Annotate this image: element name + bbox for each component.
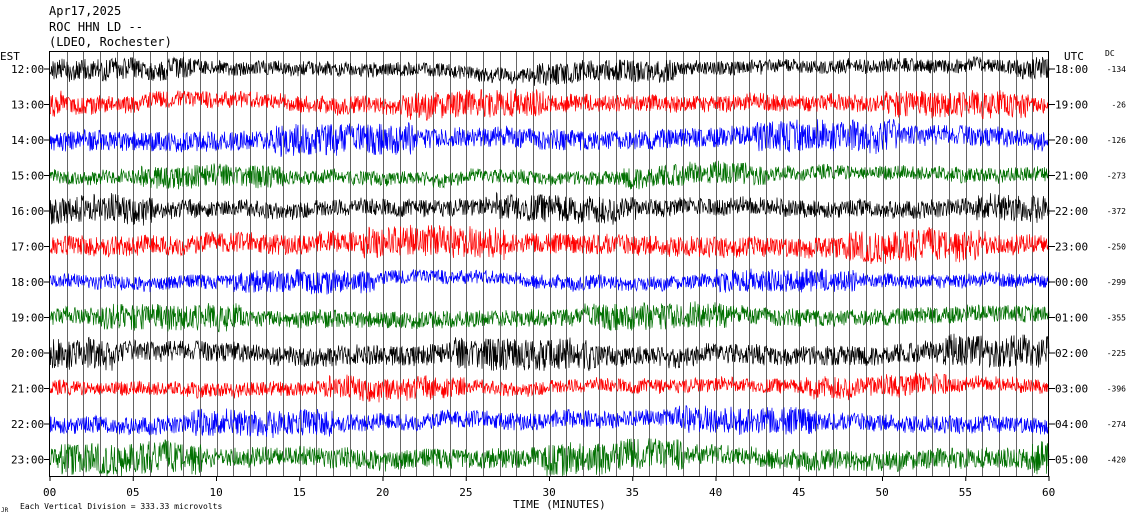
est-label-2000: 20:00: [11, 347, 44, 360]
dc-value-0: -134: [1107, 65, 1126, 74]
dc-value-11: -420: [1107, 456, 1126, 465]
x-tick-label-40: 40: [709, 486, 722, 499]
trace-row-2100: [49, 372, 1050, 403]
row-labels: 12:00 18:00 -134 13:00 19:00 -26 14:00 20:00 -12…: [11, 63, 1126, 467]
x-tick-label-10: 10: [210, 486, 223, 499]
est-label-1200: 12:00: [11, 63, 44, 76]
est-label-2300: 23:00: [11, 454, 44, 467]
est-label-1400: 14:00: [11, 134, 44, 147]
trace-row-2000: [49, 333, 1050, 372]
x-tick-label-50: 50: [876, 486, 889, 499]
x-axis-ticks: 00 05 10 15 20 25 30 35 40 45 50 55 60: [43, 476, 1055, 499]
vertical-division-footnote: Each Vertical Division = 333.33 microvol…: [20, 502, 222, 511]
x-axis-label: TIME (MINUTES): [513, 498, 606, 511]
trace-row-1400: [49, 119, 1050, 157]
utc-label-1900: 19:00: [1055, 99, 1088, 112]
left-timezone-label: EST: [0, 50, 20, 63]
x-tick-label-60: 60: [1042, 486, 1055, 499]
header-location: (LDEO, Rochester): [49, 35, 172, 49]
utc-label-0200: 02:00: [1055, 347, 1088, 360]
x-tick-label-35: 35: [626, 486, 639, 499]
trace-row-1800: [49, 268, 1050, 295]
dc-value-7: -355: [1107, 314, 1126, 323]
dc-value-1: -26: [1112, 101, 1127, 110]
utc-label-2000: 20:00: [1055, 134, 1088, 147]
dc-value-5: -250: [1107, 243, 1126, 252]
trace-row-1600: [49, 191, 1050, 226]
header-station: ROC HHN LD --: [49, 20, 143, 34]
corner-mark: JR: [1, 507, 9, 514]
trace-row-2200: [49, 405, 1050, 439]
utc-label-2300: 23:00: [1055, 241, 1088, 254]
seismogram-traces: [49, 56, 1050, 477]
trace-row-1500: [49, 160, 1050, 190]
dc-value-6: -299: [1107, 278, 1126, 287]
x-tick-label-05: 05: [126, 486, 139, 499]
utc-label-0500: 05:00: [1055, 454, 1088, 467]
x-tick-label-45: 45: [792, 486, 805, 499]
x-tick-label-55: 55: [959, 486, 972, 499]
trace-row-1900: [49, 301, 1050, 333]
dc-value-9: -396: [1107, 385, 1126, 394]
trace-row-1300: [49, 88, 1050, 121]
est-label-1800: 18:00: [11, 276, 44, 289]
x-tick-label-15: 15: [293, 486, 306, 499]
utc-label-0300: 03:00: [1055, 383, 1088, 396]
header-date: Apr17,2025: [49, 4, 122, 18]
minute-grid: [67, 52, 1033, 476]
est-label-1500: 15:00: [11, 170, 44, 183]
est-label-1300: 13:00: [11, 99, 44, 112]
est-label-1900: 19:00: [11, 312, 44, 325]
dc-value-10: -274: [1107, 420, 1126, 429]
dc-value-3: -273: [1107, 172, 1126, 181]
trace-row-1200: [49, 56, 1050, 86]
est-label-1700: 17:00: [11, 241, 44, 254]
x-tick-label-30: 30: [543, 486, 556, 499]
x-tick-label-20: 20: [376, 486, 389, 499]
utc-label-2100: 21:00: [1055, 170, 1088, 183]
trace-row-1700: [49, 224, 1050, 265]
trace-row-2300: [49, 438, 1050, 477]
right-timezone-label: UTC: [1064, 50, 1084, 63]
utc-label-0000: 00:00: [1055, 276, 1088, 289]
est-label-2200: 22:00: [11, 418, 44, 431]
est-label-1600: 16:00: [11, 205, 44, 218]
dc-value-2: -126: [1107, 136, 1126, 145]
x-tick-label-00: 00: [43, 486, 56, 499]
utc-label-1800: 18:00: [1055, 63, 1088, 76]
dc-value-4: -372: [1107, 207, 1126, 216]
utc-label-2200: 22:00: [1055, 205, 1088, 218]
est-label-2100: 21:00: [11, 383, 44, 396]
utc-label-0400: 04:00: [1055, 418, 1088, 431]
x-tick-label-25: 25: [459, 486, 472, 499]
dc-value-8: -225: [1107, 349, 1126, 358]
utc-label-0100: 01:00: [1055, 312, 1088, 325]
dc-header-label: DC: [1105, 49, 1115, 58]
